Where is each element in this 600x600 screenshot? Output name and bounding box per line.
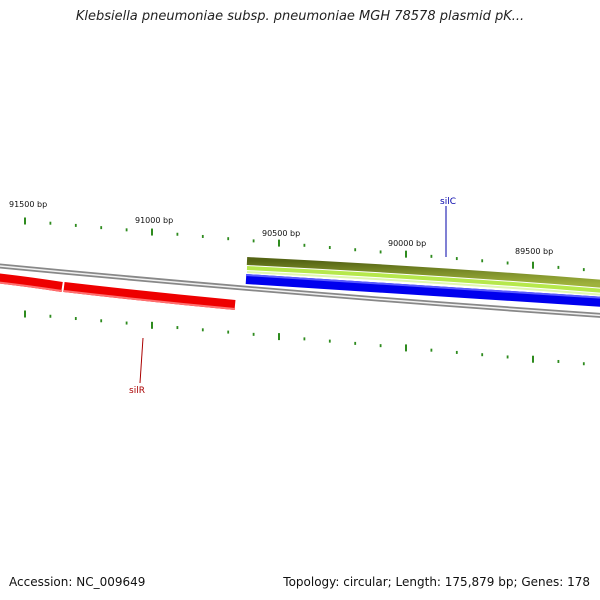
ruler-label-91500: 91500 bp (9, 200, 47, 209)
feature-lime-band (246, 266, 600, 293)
ruler-ticks-lower (24, 310, 585, 366)
gene-label-silR[interactable]: silR (129, 386, 145, 396)
gene-label-silC[interactable]: silC (440, 197, 456, 207)
gene-silR-left[interactable] (0, 273, 63, 292)
ruler-ticks-upper (24, 217, 585, 272)
gene-silR-left-shade (0, 281, 63, 292)
accession-text: Accession: NC_009649 (9, 575, 146, 589)
gene-silC[interactable] (245, 274, 600, 307)
feature-olive-band (246, 257, 600, 288)
map-title: Klebsiella pneumoniae subsp. pneumoniae … (75, 9, 525, 24)
gene-silR-shade (63, 290, 236, 310)
topology-summary: Topology: circular; Length: 175,879 bp; … (283, 575, 590, 589)
ruler-label-89500: 89500 bp (515, 247, 553, 256)
silR-leader (139, 337, 144, 384)
gene-silC-highlight (245, 274, 600, 299)
gene-silR[interactable] (63, 282, 236, 310)
ruler-label-90500: 90500 bp (262, 229, 300, 238)
backbone-inner (0, 265, 600, 317)
ruler-label-91000: 91000 bp (135, 216, 173, 225)
ruler-label-90000: 90000 bp (388, 239, 426, 248)
feature-lightgreen-band (246, 271, 600, 296)
